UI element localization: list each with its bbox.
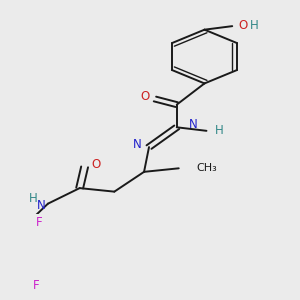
Text: CH₃: CH₃: [196, 163, 217, 172]
Text: H: H: [29, 191, 38, 205]
Text: H: H: [250, 19, 259, 32]
Text: H: H: [214, 124, 223, 137]
Text: N: N: [189, 118, 197, 131]
Text: N: N: [133, 138, 142, 151]
Text: F: F: [33, 279, 39, 292]
Text: O: O: [238, 19, 248, 32]
Text: O: O: [92, 158, 101, 171]
Text: F: F: [36, 216, 43, 229]
Text: N: N: [37, 199, 46, 212]
Text: O: O: [140, 90, 150, 104]
